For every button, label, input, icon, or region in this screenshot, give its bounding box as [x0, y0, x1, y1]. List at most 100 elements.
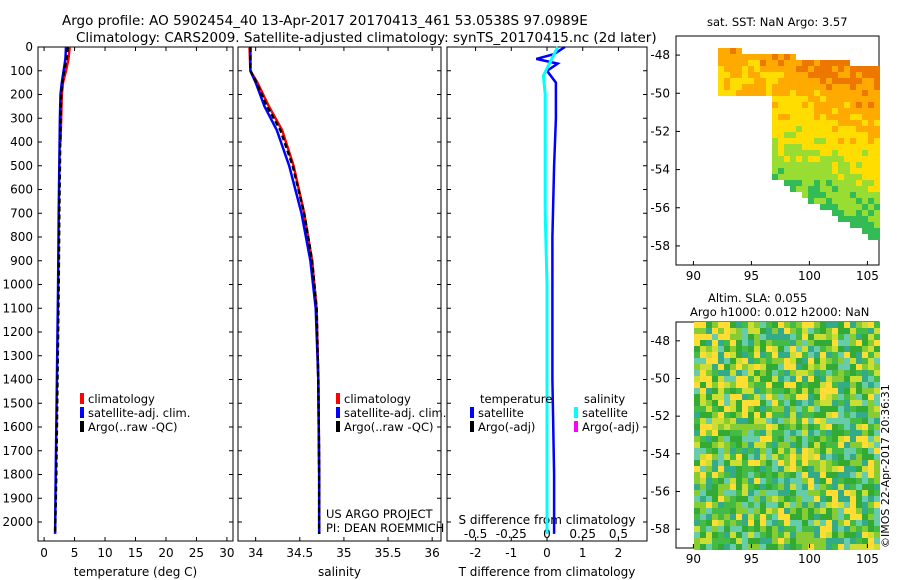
- map-cell: [868, 174, 874, 180]
- map-cell: [826, 484, 832, 490]
- map-cell: [760, 508, 766, 514]
- map-cell: [862, 90, 868, 96]
- map-cell: [838, 96, 844, 102]
- map-cell: [856, 520, 862, 526]
- map-cell: [808, 66, 814, 72]
- map-cell: [724, 376, 730, 382]
- map-cell: [706, 526, 712, 532]
- map-cell: [820, 90, 826, 96]
- map-cell: [790, 180, 796, 186]
- map-cell: [742, 60, 748, 66]
- map-cell: [754, 376, 760, 382]
- map-cell: [712, 538, 718, 544]
- map-cell: [742, 382, 748, 388]
- map-cell: [838, 72, 844, 78]
- map-cell: [844, 162, 850, 168]
- map-cell: [856, 532, 862, 538]
- map-cell: [760, 382, 766, 388]
- map-cell: [778, 454, 784, 460]
- map-cell: [796, 424, 802, 430]
- map-cell: [700, 364, 706, 370]
- map-cell: [712, 442, 718, 448]
- map-cell: [850, 448, 856, 454]
- map-cell: [862, 174, 868, 180]
- map-cell: [784, 454, 790, 460]
- map-cell: [820, 394, 826, 400]
- map-cell: [808, 156, 814, 162]
- map-cell: [874, 430, 880, 436]
- map-cell: [850, 412, 856, 418]
- map-cell: [784, 424, 790, 430]
- map-cell: [772, 490, 778, 496]
- map-cell: [712, 484, 718, 490]
- map-cell: [796, 132, 802, 138]
- map-cell: [718, 448, 724, 454]
- map-cell: [784, 156, 790, 162]
- map-cell: [802, 502, 808, 508]
- map-cell: [772, 156, 778, 162]
- map-cell: [718, 352, 724, 358]
- map-cell: [772, 322, 778, 328]
- map-cell: [802, 412, 808, 418]
- map-cell: [718, 460, 724, 466]
- map-cell: [850, 126, 856, 132]
- map-cell: [874, 180, 880, 186]
- map-cell: [778, 144, 784, 150]
- map-cell: [730, 72, 736, 78]
- map-cell: [790, 78, 796, 84]
- map-cell: [748, 436, 754, 442]
- map-cell: [748, 448, 754, 454]
- map-cell: [796, 352, 802, 358]
- map-cell: [730, 472, 736, 478]
- map-cell: [856, 526, 862, 532]
- map-cell: [736, 484, 742, 490]
- map-cell: [790, 364, 796, 370]
- temp-legend-satellite: satellite-adj. clim.: [80, 406, 190, 420]
- map-cell: [724, 78, 730, 84]
- map-cell: [808, 538, 814, 544]
- map-cell: [838, 340, 844, 346]
- map-cell: [868, 150, 874, 156]
- map-cell: [826, 400, 832, 406]
- map-cell: [760, 454, 766, 460]
- map-cell: [742, 78, 748, 84]
- map-cell: [826, 448, 832, 454]
- map-cell: [700, 406, 706, 412]
- map-cell: [844, 90, 850, 96]
- map-cell: [712, 364, 718, 370]
- map-cell: [754, 406, 760, 412]
- map-cell: [784, 394, 790, 400]
- map-cell: [838, 532, 844, 538]
- map-cell: [772, 442, 778, 448]
- map-cell: [700, 394, 706, 400]
- map-cell: [838, 150, 844, 156]
- map-cell: [826, 544, 832, 550]
- map-cell: [814, 490, 820, 496]
- x-tick-label: 15: [128, 546, 143, 560]
- map-cell: [826, 162, 832, 168]
- map-cell: [814, 394, 820, 400]
- map-cell: [796, 478, 802, 484]
- map-cell: [736, 322, 742, 328]
- map-cell: [844, 210, 850, 216]
- map-cell: [820, 102, 826, 108]
- map-cell: [742, 526, 748, 532]
- map-cell: [856, 102, 862, 108]
- map-cell: [700, 454, 706, 460]
- map-cell: [820, 496, 826, 502]
- map-cell: [808, 514, 814, 520]
- map-cell: [850, 204, 856, 210]
- map-cell: [868, 418, 874, 424]
- y-tick-label: 1400: [2, 373, 33, 387]
- map-cell: [796, 460, 802, 466]
- map-cell: [808, 90, 814, 96]
- map-cell: [778, 84, 784, 90]
- map-cell: [832, 490, 838, 496]
- map-cell: [706, 382, 712, 388]
- map-cell: [862, 156, 868, 162]
- map-cell: [850, 400, 856, 406]
- map-cell: [694, 442, 700, 448]
- map-cell: [844, 544, 850, 550]
- map-cell: [790, 334, 796, 340]
- map-cell: [760, 448, 766, 454]
